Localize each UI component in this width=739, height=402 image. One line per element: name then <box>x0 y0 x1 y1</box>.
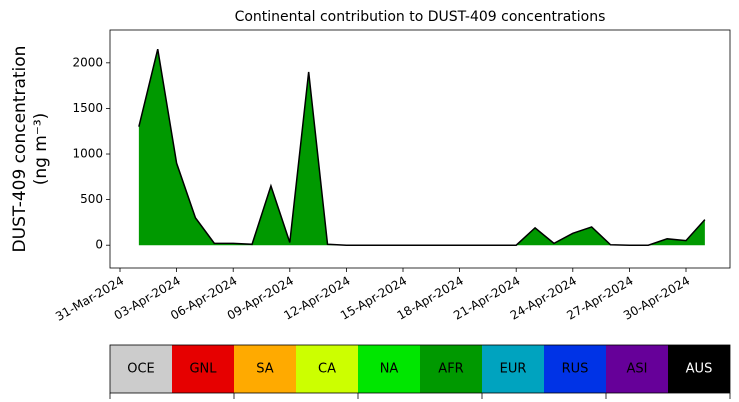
colorbar-cell <box>358 345 420 393</box>
chart-title: Continental contribution to DUST-409 con… <box>235 9 606 25</box>
colorbar-frame <box>109 344 731 394</box>
colorbar-label: NA <box>380 362 399 377</box>
line <box>138 48 706 246</box>
plot-frame <box>109 29 731 269</box>
colorbar-cell <box>110 345 172 393</box>
y-tick-label: 500 <box>80 192 103 206</box>
y-label-line: DUST-409 concentration <box>10 46 30 253</box>
colorbar-label: AUS <box>686 362 713 377</box>
colorbar-cell <box>234 345 296 393</box>
colorbar-label: AFR <box>438 362 463 377</box>
colorbar-label: RUS <box>562 362 589 377</box>
colorbar-label: CA <box>318 362 336 377</box>
colorbar-label: EUR <box>500 362 527 377</box>
colorbar-cell <box>606 345 668 393</box>
colorbar-label: OCE <box>127 362 155 377</box>
y-tick-label: 2000 <box>72 55 103 69</box>
y-tick-label: 1000 <box>72 147 103 161</box>
colorbar-label: GNL <box>189 362 217 377</box>
colorbar-cell <box>420 345 482 393</box>
colorbar-label: ASI <box>627 362 648 377</box>
colorbar-cell <box>482 345 544 393</box>
colorbar: OCE GNL SA CA NA AFR EUR RUS ASI AUS <box>109 344 731 399</box>
y-label-line: (ng m⁻³) <box>31 113 51 186</box>
colorbar-cell <box>172 345 234 393</box>
y-tick-label: 0 <box>95 238 103 252</box>
colorbar-cell <box>296 345 358 393</box>
area <box>138 49 705 246</box>
y-tick-label: 1500 <box>72 101 103 115</box>
colorbar-cell <box>544 345 606 393</box>
colorbar-label: SA <box>256 362 273 377</box>
colorbar-cell <box>668 345 730 393</box>
y-axis-label: DUST-409 concentration (ng m⁻³) <box>10 46 51 253</box>
